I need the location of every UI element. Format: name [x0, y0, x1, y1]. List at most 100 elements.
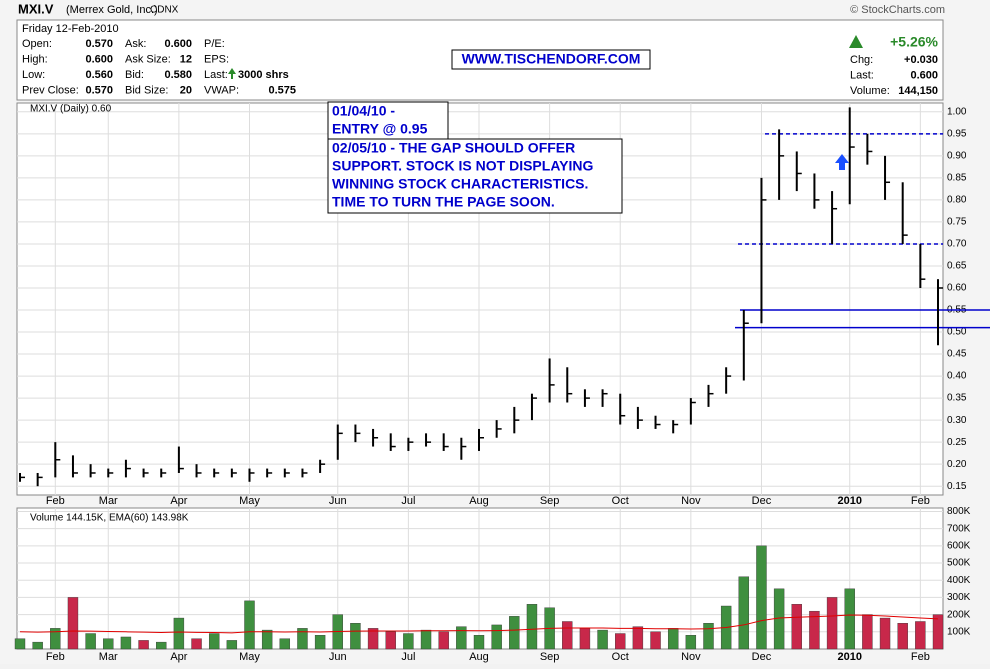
volume-bar [226, 640, 238, 650]
volume-bar [297, 628, 308, 650]
x-tick-label: Apr [170, 651, 187, 663]
exchange: CDNX [150, 5, 179, 16]
info-cell: Bid Size: [125, 84, 168, 96]
info-cell: 12 [180, 53, 192, 65]
x-tick-label: Apr [170, 495, 187, 507]
x-tick-label: Jul [401, 651, 415, 663]
volume-bar [279, 638, 291, 650]
x-tick-label: Mar [99, 651, 118, 663]
x-tick-label: Sep [540, 651, 560, 663]
y-tick-label: 200K [947, 609, 971, 620]
x-tick-label: 2010 [837, 495, 861, 507]
volume-bar [261, 629, 273, 650]
info-cell: 0.570 [85, 84, 113, 96]
y-tick-label: 100K [947, 626, 971, 637]
volume-bar [756, 545, 767, 650]
volume-bar [809, 610, 820, 650]
up-icon [849, 35, 863, 48]
volume-bar [615, 633, 626, 650]
entry-arrow [835, 154, 849, 170]
info-cell: VWAP: [204, 84, 239, 96]
ema-line [19, 614, 939, 634]
y-tick-label: 0.25 [947, 437, 967, 448]
info-cell: 0.600 [85, 53, 113, 65]
info-cell: Ask Size: [125, 53, 171, 65]
y-tick-label: 0.95 [947, 128, 967, 139]
info-cell: P/E: [204, 38, 225, 50]
info-cell: 0.560 [85, 69, 113, 81]
note-text: 01/04/10 - [332, 103, 395, 119]
legend: MXI.V (Daily) 0.60 [30, 104, 112, 115]
volume-bar [50, 628, 61, 650]
info-cell: 3000 shrs [238, 69, 289, 81]
info-cell: Open: [22, 38, 52, 50]
y-tick-label: 500K [947, 558, 971, 569]
info-cell: 0.600 [164, 38, 192, 50]
volume-bar [244, 600, 255, 650]
x-tick-label: Feb [46, 495, 65, 507]
volume-bar [367, 628, 379, 650]
volume-bar [138, 640, 149, 650]
x-tick-label: Feb [46, 651, 65, 663]
info-cell: Ask: [125, 38, 146, 50]
volume-bar [403, 633, 414, 650]
volume-bar [526, 604, 538, 650]
y-tick-label: 0.15 [947, 481, 967, 492]
volume-bar [791, 604, 802, 650]
info-cell: Low: [22, 69, 45, 81]
y-tick-label: 0.35 [947, 393, 967, 404]
volume-bar [420, 629, 432, 650]
info-cell: 20 [180, 84, 192, 96]
volume-bar [14, 638, 26, 650]
x-tick-label: Jul [401, 495, 415, 507]
x-tick-label: 2010 [837, 651, 861, 663]
info-label: Last: [850, 69, 874, 81]
info-cell: 0.575 [268, 84, 296, 96]
volume-bar [314, 635, 326, 650]
info-cell: High: [22, 53, 48, 65]
note-box [327, 101, 449, 141]
x-tick-label: Aug [469, 495, 489, 507]
volume-bar [473, 635, 485, 650]
volume-bar [862, 614, 873, 650]
symbol: MXI.V [18, 1, 54, 16]
volume-bar [491, 624, 502, 650]
y-tick-label: 0.75 [947, 217, 967, 228]
x-tick-label: Jun [329, 495, 347, 507]
last-arrow-stem [231, 73, 233, 79]
note-text: 02/05/10 - THE GAP SHOULD OFFER [332, 140, 575, 156]
volume-bar [350, 623, 361, 650]
y-tick-label: 0.20 [947, 459, 967, 470]
info-cell: Bid: [125, 69, 144, 81]
volume-bar [597, 629, 608, 650]
note-text: WINNING STOCK CHARACTERISTICS. [332, 176, 588, 192]
volume-bar [738, 576, 750, 650]
y-tick-label: 0.80 [947, 195, 967, 206]
y-tick-label: 0.90 [947, 150, 967, 161]
volume-bar [120, 636, 132, 650]
y-tick-label: 600K [947, 540, 971, 551]
website-box [451, 49, 651, 70]
y-tick-label: 0.85 [947, 173, 967, 184]
info-date: Friday 12-Feb-2010 [22, 23, 119, 35]
volume-bar [826, 597, 838, 650]
note-box [327, 138, 623, 214]
x-tick-label: Mar [99, 495, 118, 507]
volume-bar [897, 623, 908, 650]
x-tick-label: Feb [911, 495, 930, 507]
info-cell: Prev Close: [22, 84, 79, 96]
legend: Volume 144.15K, EMA(60) 143.98K [30, 513, 189, 524]
x-tick-label: Nov [681, 495, 701, 507]
change-pct: +5.26% [890, 34, 938, 50]
info-value: +0.030 [904, 54, 938, 66]
website: WWW.TISCHENDORF.COM [462, 51, 641, 67]
y-tick-label: 0.45 [947, 349, 967, 360]
y-tick-label: 800K [947, 506, 971, 517]
y-tick-label: 1.00 [947, 106, 967, 117]
note-text: SUPPORT. STOCK IS NOT DISPLAYING [332, 158, 593, 174]
x-tick-label: Dec [752, 651, 772, 663]
info-value: 144,150 [898, 85, 938, 97]
x-tick-label: Oct [612, 495, 629, 507]
volume-panel [16, 507, 944, 650]
